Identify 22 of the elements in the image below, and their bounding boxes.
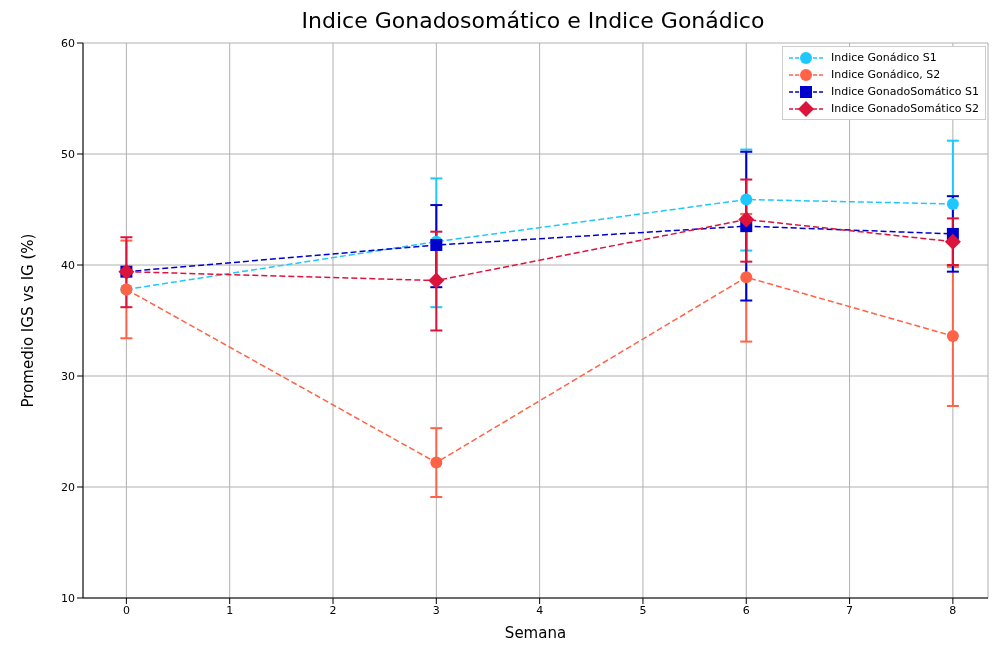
y-tick-label: 60: [61, 36, 75, 50]
y-tick-label: 30: [61, 369, 75, 383]
chart-title: Indice Gonadosomático e Indice Gonádico: [300, 8, 766, 35]
x-axis-title: Semana: [504, 624, 567, 642]
y-tick-label: 10: [61, 591, 75, 605]
x-tick-label: 2: [329, 603, 337, 617]
y-tick-label: 40: [61, 258, 75, 272]
legend-label: Indice GonadoSomático S2: [830, 102, 979, 115]
x-tick-label: 8: [949, 603, 957, 617]
legend-label: Indice Gonádico, S2: [830, 68, 941, 81]
y-axis-title: Promedio IGS vs IG (%): [19, 233, 38, 408]
x-tick-label: 7: [846, 603, 854, 617]
y-tick-label: 20: [61, 480, 75, 494]
x-tick-label: 0: [122, 603, 130, 617]
x-tick-label: 5: [639, 603, 647, 617]
legend-label: Indice Gonádico S1: [830, 51, 937, 64]
x-tick-label: 3: [432, 603, 440, 617]
x-tick-label: 4: [536, 603, 544, 617]
x-tick-label: 6: [742, 603, 750, 617]
x-tick-label: 1: [226, 603, 234, 617]
legend-label: Indice GonadoSomático S1: [830, 85, 979, 98]
y-tick-label: 50: [61, 147, 75, 161]
